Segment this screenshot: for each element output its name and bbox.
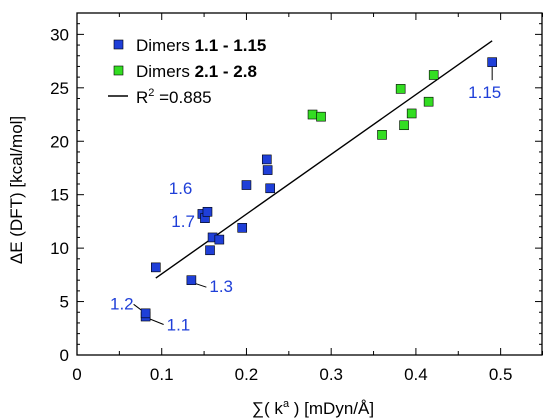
x-tick-label: 0 xyxy=(72,365,81,384)
data-point-series-1 xyxy=(150,262,161,273)
annotation-label: 1.2 xyxy=(110,294,134,313)
data-point-series-1 xyxy=(261,154,272,165)
data-point-series-2 xyxy=(316,111,326,122)
annotation-label: 1.1 xyxy=(167,316,191,335)
data-point-series-1 xyxy=(265,183,275,194)
y-tick-label: 25 xyxy=(50,79,69,98)
data-point-series-1 xyxy=(214,234,225,245)
x-tick-label: 0.1 xyxy=(150,365,174,384)
annotation-label: 1.15 xyxy=(468,83,501,102)
data-point-series-1 xyxy=(205,245,215,256)
data-point-series-2 xyxy=(395,84,406,94)
data-point-series-1 xyxy=(262,165,273,175)
data-point-series-2 xyxy=(377,130,387,140)
data-point-series-1 xyxy=(186,275,197,285)
y-axis-label: ΔE (DFT) [kcal/mol] xyxy=(7,116,26,264)
y-tick-label: 0 xyxy=(60,346,69,365)
legend-marker-dimers-2 xyxy=(113,65,124,76)
axis-ticks xyxy=(76,13,543,356)
legend-label-r2: R2 =0.885 xyxy=(136,87,212,107)
point-annotations: 1.15 1.6 1.7 1.3 1.2 1.1 xyxy=(110,83,501,334)
legend: Dimers 1.1 - 1.15 Dimers 2.1 - 2.8 R2 =0… xyxy=(108,36,266,107)
data-point-series-2 xyxy=(428,70,439,80)
axis-tick-labels: 0 0.1 0.2 0.3 0.4 0.5 0 5 10 15 20 25 30 xyxy=(50,25,512,384)
annotation-leaders xyxy=(133,66,493,325)
data-point-series-2 xyxy=(399,120,409,131)
annotation-leader xyxy=(148,318,164,325)
x-tick-label: 0.5 xyxy=(489,365,513,384)
data-point-series-1 xyxy=(237,223,248,233)
x-tick-label: 0.4 xyxy=(404,365,428,384)
legend-marker-dimers-1 xyxy=(113,39,124,50)
legend-label-dimers-1: Dimers 1.1 - 1.15 xyxy=(136,36,266,55)
x-axis-label: ∑( ka ) [mDyn/Å] xyxy=(252,398,374,418)
x-tick-label: 0.3 xyxy=(319,365,343,384)
data-point-series-1 xyxy=(202,206,213,217)
annotation-label: 1.7 xyxy=(171,212,195,231)
legend-label-dimers-2: Dimers 2.1 - 2.8 xyxy=(136,62,257,81)
y-tick-label: 15 xyxy=(50,186,69,205)
annotation-label: 1.6 xyxy=(169,179,193,198)
y-tick-label: 5 xyxy=(60,293,69,312)
data-point-series-1 xyxy=(140,308,151,319)
x-tick-label: 0.2 xyxy=(235,365,259,384)
data-point-series-2 xyxy=(406,108,417,119)
annotation-leader xyxy=(133,303,142,311)
data-point-series-2 xyxy=(307,109,318,120)
y-tick-label: 10 xyxy=(50,239,69,258)
data-points xyxy=(140,57,497,322)
annotation-leader xyxy=(194,282,207,288)
data-point-series-1 xyxy=(487,57,497,67)
y-tick-label: 30 xyxy=(50,25,69,44)
data-point-series-1 xyxy=(241,180,252,190)
data-point-series-2 xyxy=(423,96,434,107)
annotation-label: 1.3 xyxy=(209,277,233,296)
y-tick-label: 20 xyxy=(50,132,69,151)
